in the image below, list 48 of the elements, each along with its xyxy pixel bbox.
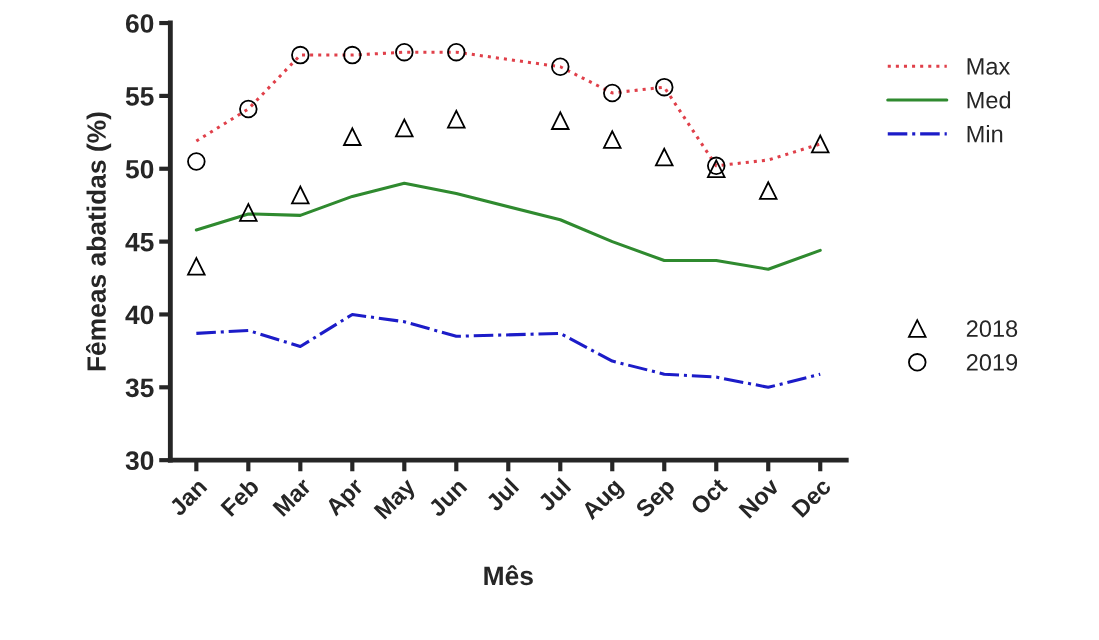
y-tick-label: 50 xyxy=(125,159,154,179)
legend-label: Max xyxy=(967,58,1011,75)
x-tick-label: Jul xyxy=(536,477,572,513)
y-tick-label: 35 xyxy=(125,378,154,398)
legend-label: 2018 xyxy=(966,320,1018,338)
x-axis-title: Mês xyxy=(484,565,533,586)
y-tick-label: 40 xyxy=(125,305,154,325)
x-tick-label: Jan xyxy=(168,477,208,517)
point xyxy=(551,57,570,76)
x-tick-label: Feb xyxy=(219,476,260,517)
point xyxy=(655,147,674,167)
point xyxy=(291,185,310,205)
line-series xyxy=(194,181,822,271)
x-tick-label: Apr xyxy=(324,477,368,521)
y-tick-label: 55 xyxy=(125,87,154,106)
point xyxy=(759,181,778,200)
x-tick-label: Jul xyxy=(484,477,520,513)
x-tick-label: Mar xyxy=(272,477,313,517)
x-tick-label: Aug xyxy=(580,477,627,524)
point xyxy=(239,99,258,119)
y-tick-label: 60 xyxy=(125,14,154,33)
point xyxy=(603,83,622,103)
point xyxy=(239,203,258,222)
line-series xyxy=(194,312,822,389)
x-tick-label: Oct xyxy=(689,476,729,516)
point xyxy=(395,118,414,138)
point xyxy=(447,109,466,129)
point xyxy=(187,257,206,276)
point xyxy=(395,42,414,62)
y-tick-label: 30 xyxy=(125,451,154,471)
x-tick-label: Jun xyxy=(427,477,468,518)
legend-label: Med xyxy=(967,91,1011,109)
x-tick-label: Sep xyxy=(634,477,680,522)
x-tick-label: Dec xyxy=(791,477,833,518)
x-tick-label: Nov xyxy=(738,476,781,519)
point xyxy=(551,111,570,130)
point xyxy=(655,77,674,97)
y-axis-title: Fêmeas abatidas (%) xyxy=(85,112,112,371)
legend-label: 2019 xyxy=(966,354,1018,371)
point xyxy=(187,152,206,171)
point xyxy=(810,134,830,154)
legend-label: Min xyxy=(967,125,1003,143)
point xyxy=(291,45,310,65)
point xyxy=(343,127,362,146)
point xyxy=(447,42,466,62)
point xyxy=(603,130,622,149)
point xyxy=(343,45,362,65)
y-tick-label: 45 xyxy=(125,233,154,252)
